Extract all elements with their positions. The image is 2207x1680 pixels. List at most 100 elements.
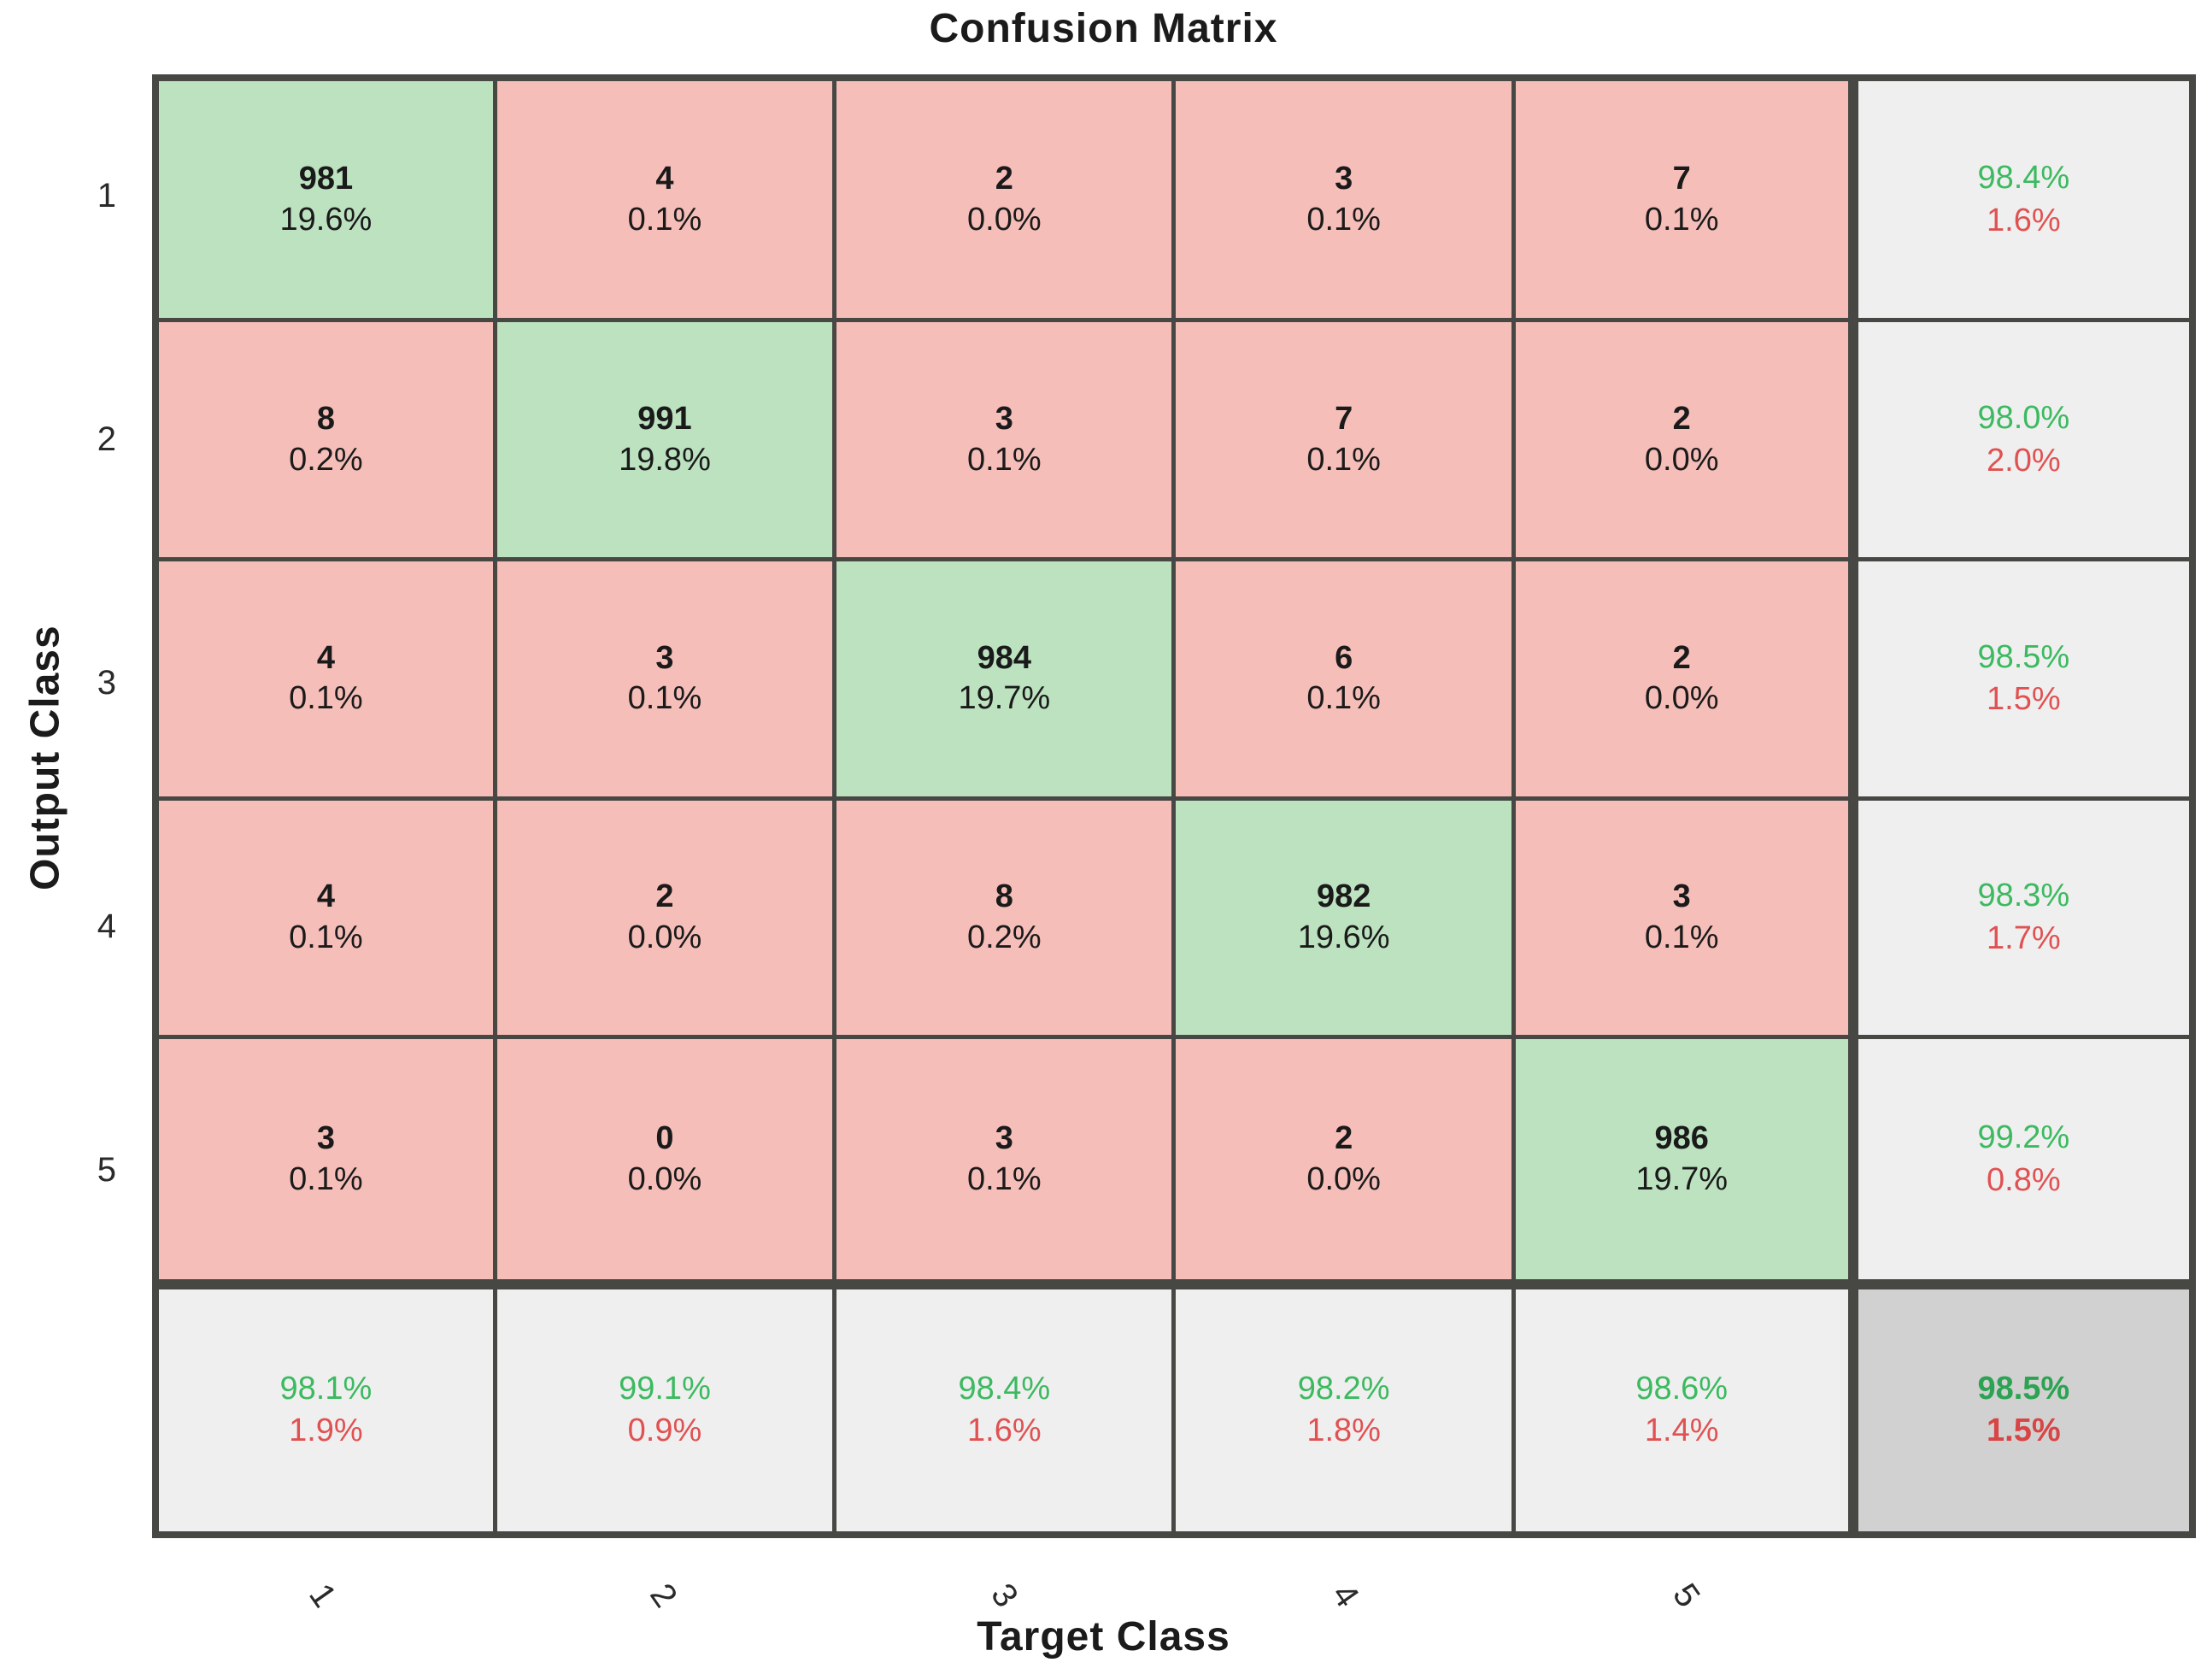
cell-percent: 0.1% [627,680,702,717]
cell-percent: 0.0% [1306,1160,1381,1197]
cell-percent: 19.6% [279,201,373,238]
matrix-cell-r3c1: 4 0.1% [153,556,497,801]
summary-positive: 98.3% [1977,878,2070,914]
cell-count: 3 [995,1120,1013,1157]
matrix-cell-r1c3: 2 0.0% [832,75,1177,323]
cell-count: 3 [316,1120,335,1157]
matrix-cell-r5c1: 3 0.1% [153,1035,497,1287]
cell-percent: 0.1% [967,441,1042,478]
cell-count: 6 [1335,639,1353,676]
cell-count: 3 [655,639,674,676]
x-axis-label: Target Class [977,1614,1230,1659]
cell-percent: 0.0% [967,201,1042,238]
cell-count: 0 [655,1120,674,1157]
cell-count: 4 [316,878,335,915]
cell-percent: 19.7% [1635,1160,1729,1197]
cell-count: 7 [1672,161,1691,197]
cell-count: 2 [995,161,1013,197]
matrix-cell-r1c5: 7 0.1% [1511,75,1856,323]
col-summary-cell-1: 98.1% 1.9% [153,1278,497,1537]
summary-negative: 1.7% [1987,919,2061,956]
matrix-cell-r5c5: 986 19.7% [1511,1035,1856,1287]
cell-percent: 0.0% [627,1160,702,1197]
matrix-cell-r1c4: 3 0.1% [1171,75,1516,323]
cell-percent: 19.7% [958,680,1051,717]
summary-negative: 1.5% [1987,681,2061,718]
cell-percent: 19.6% [1297,919,1390,955]
cell-percent: 0.1% [1306,441,1381,478]
matrix-row-3: 4 0.1% 3 0.1% 984 19.7% 6 0.1% 2 0.0% [153,556,2195,801]
x-tick-text: 1 [302,1576,344,1614]
matrix-cell-r2c1: 8 0.2% [153,318,497,561]
overall-accuracy: 98.5% [1977,1371,2070,1407]
cell-count: 4 [316,639,335,676]
matrix-cell-r3c4: 6 0.1% [1171,556,1516,801]
cell-count: 982 [1316,878,1371,915]
summary-positive: 99.2% [1977,1119,2070,1156]
summary-negative: 1.4% [1644,1413,1719,1449]
cell-percent: 19.8% [619,441,711,478]
summary-positive: 98.6% [1635,1371,1729,1407]
y-tick-label-4: 4 [97,908,116,945]
cell-count: 984 [977,639,1032,676]
matrix-row-2: 8 0.2% 991 19.8% 3 0.1% 7 0.1% 2 0.0% [153,318,2195,561]
matrix-cell-r3c2: 3 0.1% [492,556,837,801]
matrix-cell-r1c2: 4 0.1% [492,75,837,323]
matrix-cell-r3c3: 984 19.7% [832,556,1177,801]
matrix-cell-r4c2: 2 0.0% [492,796,837,1040]
col-summary-cell-4: 98.2% 1.8% [1171,1278,1516,1537]
cell-count: 2 [655,878,674,915]
x-tick-text: 5 [1665,1576,1708,1614]
cell-percent: 0.1% [1306,680,1381,717]
summary-negative: 0.8% [1987,1161,2061,1198]
cell-count: 8 [995,878,1013,915]
cell-percent: 0.1% [1306,201,1381,238]
matrix-cell-r2c5: 2 0.0% [1511,318,1856,561]
cell-percent: 0.1% [1644,919,1719,955]
matrix-row-4: 4 0.1% 2 0.0% 8 0.2% 982 19.6% 3 0.1% [153,796,2195,1040]
cell-count: 2 [1672,639,1691,676]
summary-positive: 98.0% [1977,400,2070,437]
matrix-cell-r3c5: 2 0.0% [1511,556,1856,801]
x-tick-text: 2 [643,1576,685,1614]
matrix-cell-r4c5: 3 0.1% [1511,796,1856,1040]
row-summary-cell-5: 99.2% 0.8% [1847,1035,2195,1287]
overall-accuracy-cell: 98.5% 1.5% [1847,1278,2195,1537]
summary-positive: 98.1% [279,1371,373,1407]
cell-count: 2 [1672,401,1691,438]
cell-count: 8 [316,401,335,438]
row-summary-cell-3: 98.5% 1.5% [1847,556,2195,801]
col-summary-cell-3: 98.4% 1.6% [832,1278,1177,1537]
cell-percent: 0.1% [289,680,363,717]
matrix-cell-r5c3: 3 0.1% [832,1035,1177,1287]
summary-positive: 98.5% [1977,638,2070,675]
matrix-cell-r4c1: 4 0.1% [153,796,497,1040]
matrix-cell-r4c4: 982 19.6% [1171,796,1516,1040]
cell-count: 3 [1672,878,1691,915]
matrix-cell-r2c2: 991 19.8% [492,318,837,561]
cell-percent: 0.2% [967,919,1042,955]
summary-negative: 1.8% [1306,1413,1381,1449]
summary-positive: 98.4% [1977,160,2070,197]
matrix-cell-r4c3: 8 0.2% [832,796,1177,1040]
cell-count: 7 [1335,401,1353,438]
cell-count: 3 [1335,161,1353,197]
summary-positive: 99.1% [619,1371,711,1407]
cell-count: 3 [995,401,1013,438]
matrix-cell-r5c4: 2 0.0% [1171,1035,1516,1287]
matrix-cell-r2c4: 7 0.1% [1171,318,1516,561]
cell-percent: 0.2% [289,441,363,478]
cell-percent: 0.1% [289,919,363,955]
cell-percent: 0.1% [627,201,702,238]
y-tick-label-2: 2 [97,420,116,458]
x-tick-text: 4 [1324,1576,1367,1614]
cell-count: 4 [655,161,674,197]
matrix-row-1: 981 19.6% 4 0.1% 2 0.0% 3 0.1% 7 0.1% [153,75,2195,323]
row-summary-cell-2: 98.0% 2.0% [1847,318,2195,561]
y-tick-label-1: 1 [97,177,116,214]
matrix-cell-r5c2: 0 0.0% [492,1035,837,1287]
cell-count: 981 [298,161,354,197]
row-summary-cell-4: 98.3% 1.7% [1847,796,2195,1040]
row-summary-cell-1: 98.4% 1.6% [1847,75,2195,323]
summary-negative: 2.0% [1987,442,2061,479]
